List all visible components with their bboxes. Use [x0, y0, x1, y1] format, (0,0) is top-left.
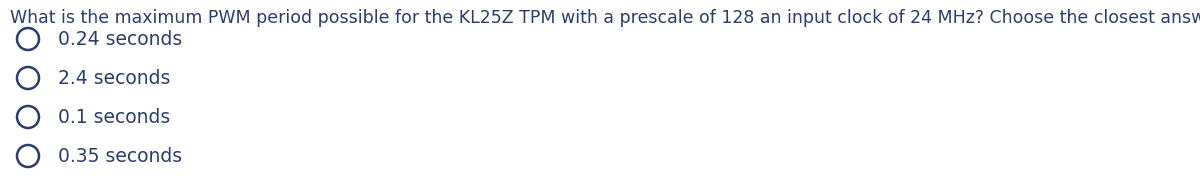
Text: 0.35 seconds: 0.35 seconds [58, 146, 182, 165]
Text: 0.1 seconds: 0.1 seconds [58, 108, 170, 126]
Text: 2.4 seconds: 2.4 seconds [58, 68, 170, 88]
Text: 0.24 seconds: 0.24 seconds [58, 30, 182, 48]
Text: What is the maximum PWM period possible for the KL25Z TPM with a prescale of 128: What is the maximum PWM period possible … [10, 9, 1200, 27]
